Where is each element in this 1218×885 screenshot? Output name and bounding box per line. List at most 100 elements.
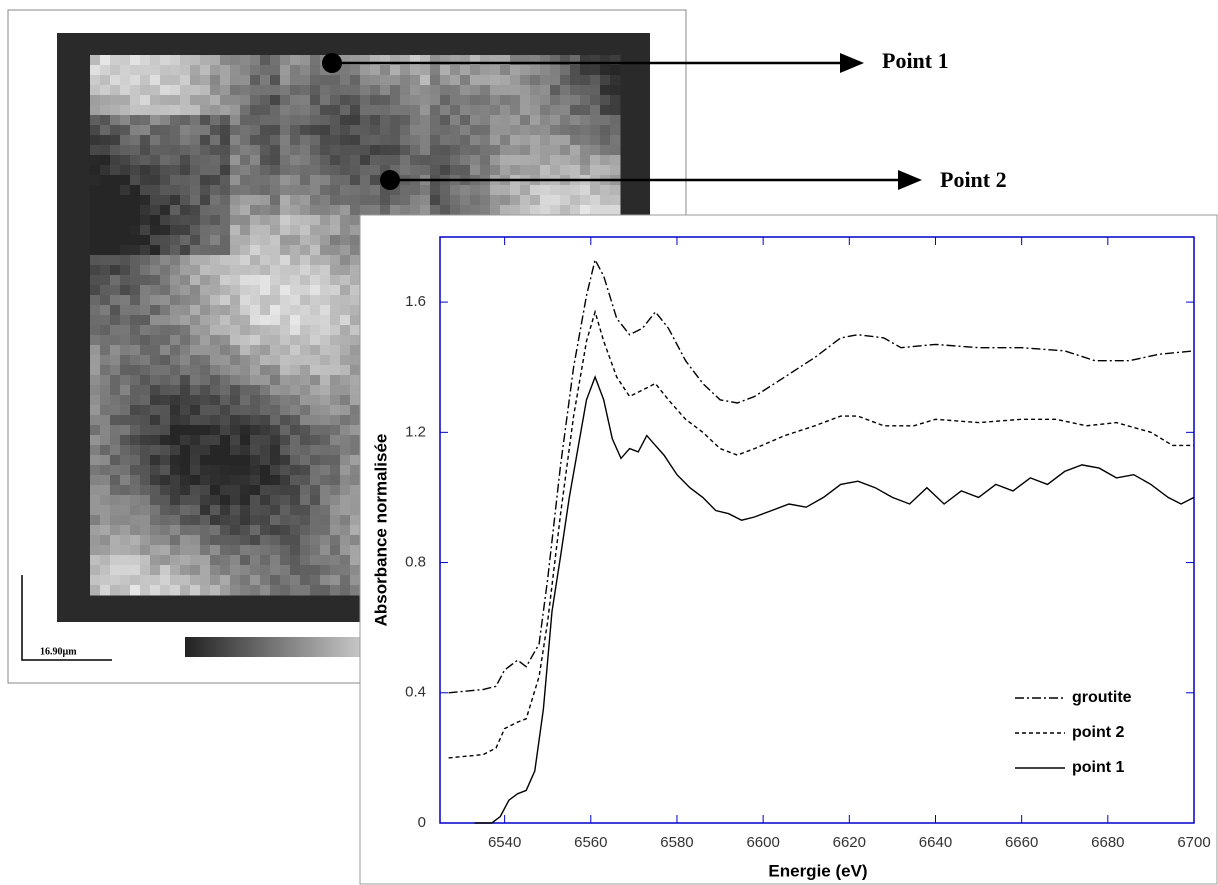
map-cell bbox=[230, 275, 241, 286]
map-cell bbox=[270, 325, 281, 336]
map-cell bbox=[320, 315, 331, 326]
map-cell bbox=[450, 95, 461, 106]
map-cell bbox=[130, 315, 141, 326]
map-cell bbox=[270, 335, 281, 346]
map-cell bbox=[210, 485, 221, 496]
map-cell bbox=[190, 345, 201, 356]
map-cell bbox=[190, 105, 201, 116]
map-cell bbox=[320, 165, 331, 176]
map-cell bbox=[510, 205, 521, 216]
map-cell bbox=[600, 125, 611, 136]
map-cell bbox=[90, 345, 101, 356]
map-cell bbox=[90, 215, 101, 226]
map-cell bbox=[220, 245, 231, 256]
map-cell bbox=[290, 315, 301, 326]
map-cell bbox=[350, 365, 361, 376]
map-cell bbox=[330, 85, 341, 96]
map-cell bbox=[260, 565, 271, 576]
map-cell bbox=[220, 405, 231, 416]
map-cell bbox=[330, 105, 341, 116]
map-cell bbox=[210, 555, 221, 566]
map-cell bbox=[280, 245, 291, 256]
map-cell bbox=[200, 185, 211, 196]
map-cell bbox=[150, 305, 161, 316]
map-cell bbox=[260, 425, 271, 436]
map-cell bbox=[300, 465, 311, 476]
map-cell bbox=[150, 225, 161, 236]
map-cell bbox=[280, 215, 291, 226]
map-cell bbox=[280, 385, 291, 396]
map-cell bbox=[310, 215, 321, 226]
map-cell bbox=[220, 225, 231, 236]
map-cell bbox=[110, 135, 121, 146]
map-cell bbox=[270, 555, 281, 566]
map-cell bbox=[160, 235, 171, 246]
map-cell bbox=[250, 395, 261, 406]
map-cell bbox=[140, 515, 151, 526]
map-cell bbox=[120, 375, 131, 386]
map-cell bbox=[160, 525, 171, 536]
map-cell bbox=[240, 555, 251, 566]
map-cell bbox=[580, 205, 591, 216]
map-cell bbox=[360, 165, 371, 176]
map-cell bbox=[350, 345, 361, 356]
map-cell bbox=[160, 285, 171, 296]
map-cell bbox=[480, 125, 491, 136]
map-cell bbox=[290, 295, 301, 306]
map-cell bbox=[130, 115, 141, 126]
map-cell bbox=[530, 115, 541, 126]
map-cell bbox=[570, 115, 581, 126]
map-cell bbox=[160, 395, 171, 406]
map-cell bbox=[280, 115, 291, 126]
map-cell bbox=[470, 105, 481, 116]
map-cell bbox=[230, 515, 241, 526]
map-cell bbox=[300, 75, 311, 86]
map-cell bbox=[330, 465, 341, 476]
map-cell bbox=[590, 195, 601, 206]
map-cell bbox=[100, 85, 111, 96]
map-cell bbox=[520, 105, 531, 116]
map-cell bbox=[310, 55, 321, 66]
map-cell bbox=[210, 385, 221, 396]
map-cell bbox=[260, 465, 271, 476]
map-cell bbox=[300, 395, 311, 406]
map-cell bbox=[320, 355, 331, 366]
map-cell bbox=[550, 55, 561, 66]
map-cell bbox=[420, 155, 431, 166]
map-cell bbox=[330, 525, 341, 536]
map-cell bbox=[200, 505, 211, 516]
map-cell bbox=[160, 255, 171, 266]
map-cell bbox=[240, 255, 251, 266]
map-cell bbox=[100, 165, 111, 176]
map-cell bbox=[210, 105, 221, 116]
map-cell bbox=[300, 225, 311, 236]
map-cell bbox=[100, 335, 111, 346]
map-cell bbox=[270, 225, 281, 236]
map-cell bbox=[90, 515, 101, 526]
map-cell bbox=[120, 215, 131, 226]
map-cell bbox=[110, 65, 121, 76]
map-cell bbox=[300, 105, 311, 116]
map-cell bbox=[220, 65, 231, 76]
map-cell bbox=[350, 265, 361, 276]
map-cell bbox=[370, 125, 381, 136]
map-cell bbox=[100, 375, 111, 386]
map-cell bbox=[200, 305, 211, 316]
map-cell bbox=[380, 135, 391, 146]
map-cell bbox=[170, 255, 181, 266]
map-cell bbox=[160, 575, 171, 586]
map-cell bbox=[340, 395, 351, 406]
map-cell bbox=[560, 185, 571, 196]
map-cell bbox=[300, 115, 311, 126]
map-cell bbox=[330, 265, 341, 276]
map-cell bbox=[280, 425, 291, 436]
map-cell bbox=[210, 85, 221, 96]
map-cell bbox=[370, 145, 381, 156]
map-cell bbox=[320, 255, 331, 266]
map-cell bbox=[490, 65, 501, 76]
map-cell bbox=[290, 95, 301, 106]
map-cell bbox=[280, 545, 291, 556]
map-cell bbox=[350, 185, 361, 196]
